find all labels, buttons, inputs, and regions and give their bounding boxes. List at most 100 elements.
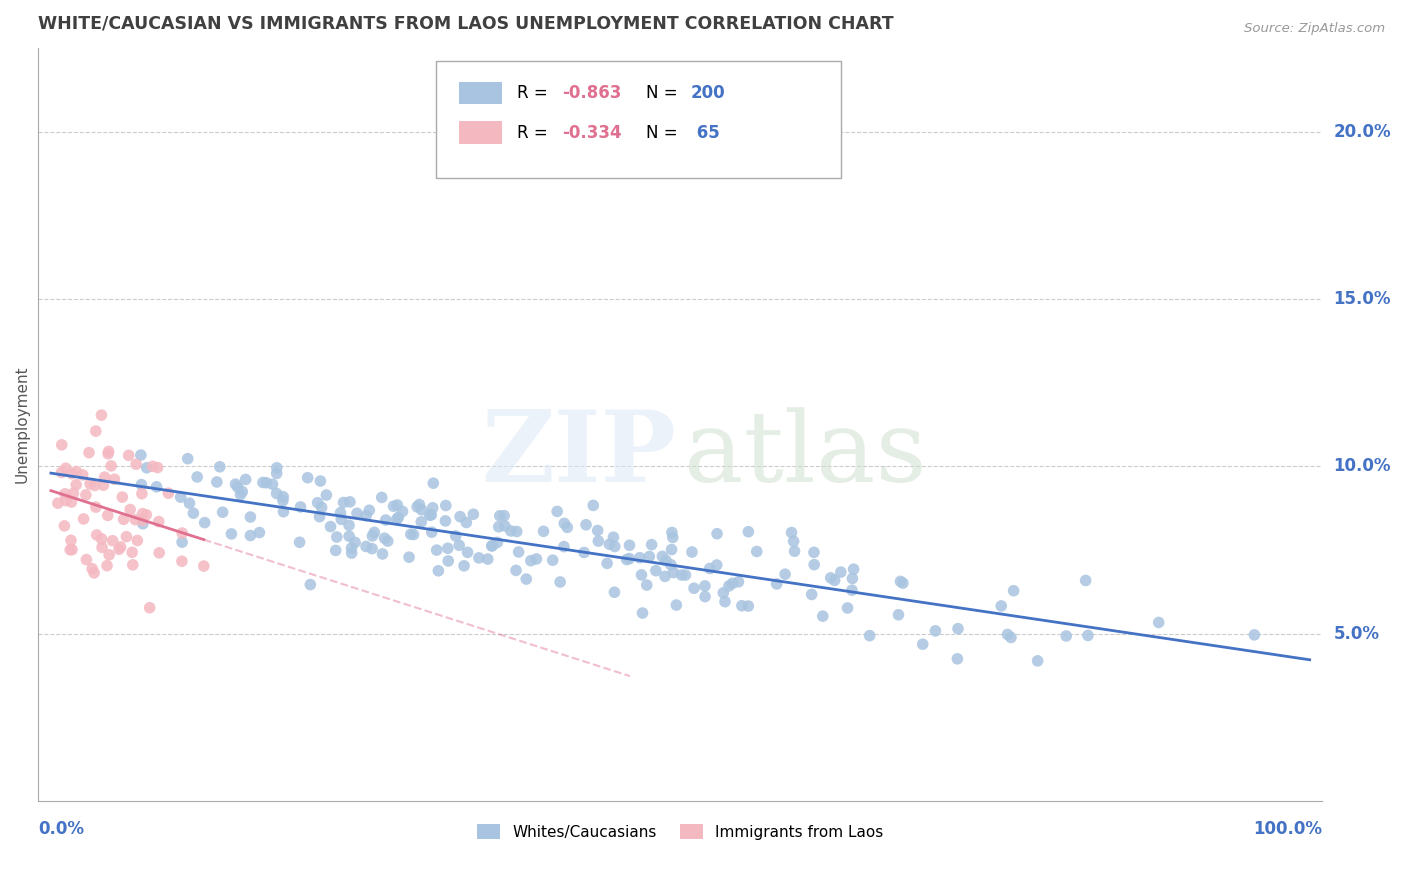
Text: atlas: atlas (685, 407, 927, 503)
Point (194, 516, 217, 530)
Point (997, 627, 1019, 641)
Point (142, 459, 165, 474)
Point (841, 571, 863, 585)
Point (120, 502, 142, 516)
Point (177, 451, 200, 466)
Point (1000, 631, 1022, 645)
Point (391, 504, 413, 518)
Point (346, 506, 368, 520)
Point (889, 574, 911, 589)
Point (717, 579, 740, 593)
Point (499, 524, 522, 538)
Point (630, 568, 652, 582)
Point (765, 577, 787, 591)
Point (131, 477, 153, 491)
Point (371, 491, 394, 505)
Point (588, 534, 610, 549)
Point (266, 486, 288, 500)
Point (266, 467, 288, 481)
Point (924, 624, 946, 638)
Point (344, 535, 367, 549)
Point (97, 447, 120, 461)
Point (387, 510, 409, 524)
Point (330, 512, 353, 526)
Text: -0.863: -0.863 (562, 84, 621, 102)
Point (449, 538, 471, 552)
Point (307, 496, 329, 510)
Text: R =: R = (517, 84, 553, 102)
Point (546, 504, 568, 518)
Point (337, 518, 360, 533)
Point (108, 542, 131, 557)
Bar (460, 121, 502, 144)
Point (582, 499, 605, 513)
Point (208, 459, 231, 474)
Point (231, 484, 253, 499)
Point (1077, 628, 1099, 642)
Point (800, 587, 823, 601)
Point (59, 533, 82, 548)
Point (402, 527, 425, 541)
Point (131, 513, 153, 527)
Point (406, 500, 429, 514)
Point (254, 475, 277, 490)
Point (505, 563, 527, 577)
Point (533, 524, 555, 539)
Point (361, 541, 384, 556)
Point (780, 525, 803, 540)
Point (444, 529, 467, 543)
Point (911, 637, 934, 651)
Point (60, 495, 83, 509)
Point (494, 519, 516, 533)
Text: Source: ZipAtlas.com: Source: ZipAtlas.com (1244, 22, 1385, 36)
Point (481, 539, 503, 553)
Point (271, 493, 294, 508)
Point (520, 554, 543, 568)
Point (51, 438, 73, 452)
Point (299, 577, 322, 591)
Point (179, 496, 201, 510)
Point (148, 515, 170, 529)
Point (297, 471, 319, 485)
Point (354, 508, 377, 523)
Point (655, 553, 678, 567)
Point (354, 540, 377, 554)
Point (229, 487, 252, 501)
Point (420, 525, 443, 540)
Point (419, 508, 441, 523)
Point (132, 516, 155, 531)
Point (598, 537, 620, 551)
Point (377, 534, 399, 549)
Point (488, 508, 510, 523)
Point (1147, 615, 1170, 630)
Point (803, 558, 825, 572)
Point (239, 528, 262, 542)
Point (169, 490, 191, 504)
Point (84, 500, 107, 515)
Text: 10.0%: 10.0% (1333, 458, 1391, 475)
Point (427, 564, 450, 578)
Point (308, 509, 330, 524)
Point (60, 542, 83, 557)
Point (616, 552, 638, 566)
Point (486, 535, 509, 549)
Point (602, 530, 624, 544)
Point (640, 538, 662, 552)
Point (315, 488, 337, 502)
Point (118, 448, 141, 462)
Point (252, 475, 274, 490)
Point (555, 520, 578, 534)
Point (146, 460, 169, 475)
Point (553, 540, 575, 554)
Point (553, 516, 575, 531)
Point (235, 473, 257, 487)
Point (319, 519, 342, 533)
Point (631, 606, 654, 620)
Point (842, 562, 865, 576)
Text: ZIP: ZIP (482, 406, 676, 503)
Point (619, 538, 641, 552)
Point (494, 508, 516, 523)
Point (170, 554, 193, 568)
Text: 0.0%: 0.0% (38, 820, 84, 838)
Point (654, 569, 676, 583)
